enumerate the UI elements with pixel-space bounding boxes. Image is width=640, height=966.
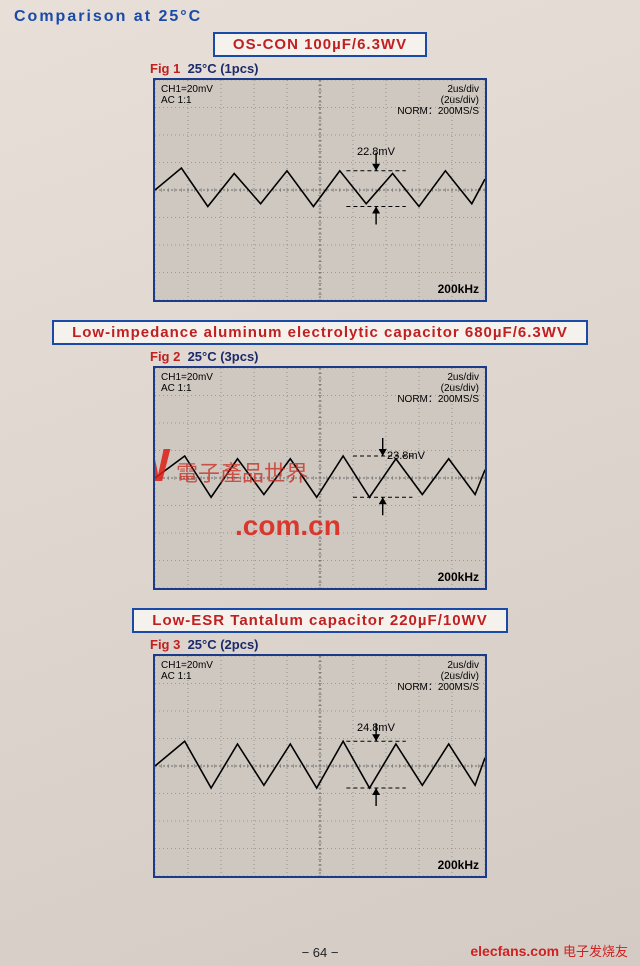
figure-label: Fig 2 25°C (3pcs) — [150, 349, 630, 364]
channel-info: CH1=20mVAC 1:1 — [161, 84, 213, 106]
footer-site: elecfans.com — [470, 943, 559, 959]
oscilloscope-display: CH1=20mVAC 1:1 2us/div(2us/div)NORM：200MS… — [153, 78, 487, 302]
page-title: Comparison at 25°C — [14, 8, 630, 26]
page: Comparison at 25°C OS-CON 100µF/6.3WV Fig… — [0, 0, 640, 966]
footer-attribution: elecfans.com 电子发烧友 — [470, 941, 628, 960]
figure-block: Low-impedance aluminum electrolytic capa… — [10, 320, 630, 590]
timebase-info: 2us/div(2us/div)NORM：200MS/S — [397, 372, 479, 405]
channel-info: CH1=20mVAC 1:1 — [161, 372, 213, 394]
timebase-info: 2us/div(2us/div)NORM：200MS/S — [397, 84, 479, 117]
footer-site-cn: 电子发烧友 — [563, 944, 628, 959]
blocks-container: OS-CON 100µF/6.3WV Fig 1 25°C (1pcs) CH1=2… — [10, 32, 630, 878]
capacitor-title: Low-ESR Tantalum capacitor 220µF/10WV — [132, 608, 507, 633]
measurement-value: 22.8mV — [357, 146, 395, 158]
channel-info: CH1=20mVAC 1:1 — [161, 660, 213, 682]
measurement-value: 24.8mV — [357, 722, 395, 734]
figure-block: OS-CON 100µF/6.3WV Fig 1 25°C (1pcs) CH1=2… — [10, 32, 630, 302]
timebase-info: 2us/div(2us/div)NORM：200MS/S — [397, 660, 479, 693]
frequency-label: 200kHz — [438, 283, 479, 296]
oscilloscope-display: CH1=20mVAC 1:1 2us/div(2us/div)NORM：200MS… — [153, 366, 487, 590]
frequency-label: 200kHz — [438, 859, 479, 872]
figure-block: Low-ESR Tantalum capacitor 220µF/10WV Fig… — [10, 608, 630, 878]
oscilloscope-display: CH1=20mVAC 1:1 2us/div(2us/div)NORM：200MS… — [153, 654, 487, 878]
figure-label: Fig 1 25°C (1pcs) — [150, 61, 630, 76]
figure-label: Fig 3 25°C (2pcs) — [150, 637, 630, 652]
capacitor-title: OS-CON 100µF/6.3WV — [213, 32, 427, 57]
frequency-label: 200kHz — [438, 571, 479, 584]
measurement-value: 23.8mV — [387, 450, 425, 462]
capacitor-title: Low-impedance aluminum electrolytic capa… — [52, 320, 588, 345]
